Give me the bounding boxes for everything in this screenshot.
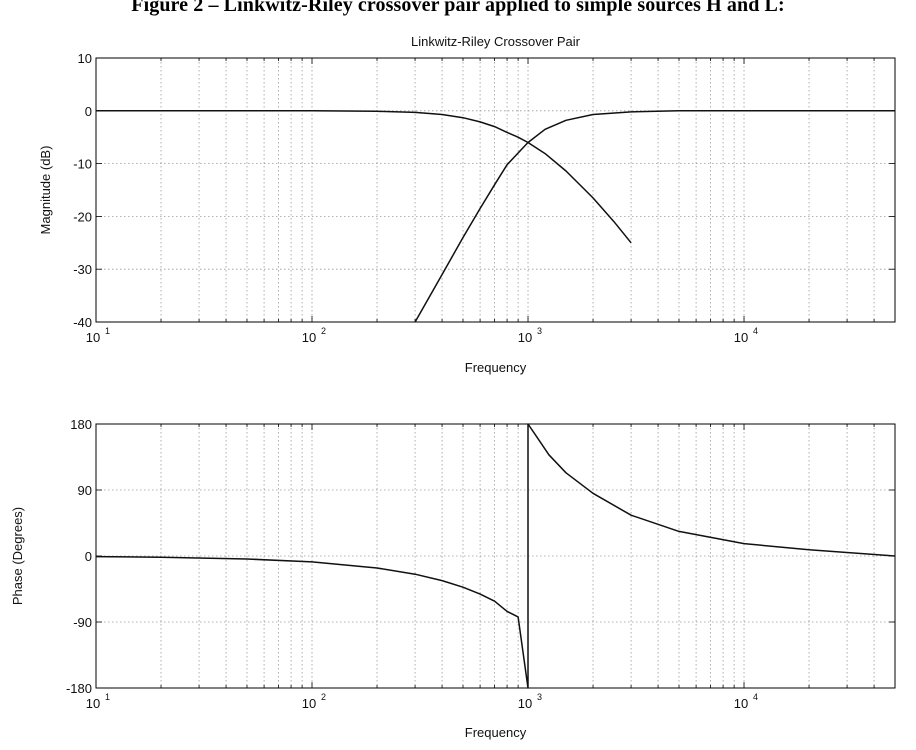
series-line-1: [96, 110, 632, 244]
x-axis-label: Frequency: [465, 725, 527, 740]
plot-title: Linkwitz-Riley Crossover Pair: [411, 34, 581, 49]
y-axis-label: Magnitude (dB): [38, 146, 53, 235]
x-tick-label: 10: [734, 696, 748, 711]
y-tick-label: -10: [73, 157, 92, 172]
y-tick-label: 0: [85, 104, 92, 119]
x-tick-exponent: 3: [537, 692, 542, 702]
x-axis-label: Frequency: [465, 360, 527, 375]
x-tick-exponent: 4: [753, 692, 758, 702]
plot-1: -40 -30 -20 -10 0 10 10 1 10 2 10 3 10 4 Linkwitz-Rile…: [38, 34, 896, 375]
y-tick-label: 90: [78, 483, 92, 498]
x-tick-label: 10: [518, 696, 532, 711]
figure-title: Figure 2 – Linkwitz-Riley crossover pair…: [131, 0, 785, 16]
x-tick-label: 10: [734, 330, 748, 345]
y-tick-label: 180: [70, 417, 92, 432]
x-tick-exponent: 1: [105, 692, 110, 702]
plot-frame: [95, 423, 896, 689]
plot-frame: [95, 57, 896, 323]
series-line-2: [414, 110, 895, 323]
x-tick-exponent: 2: [321, 326, 326, 336]
plot-2: -180 -90 0 90 180 10 1 10 2 10 3 10 4 Frequency Phase …: [10, 417, 896, 740]
x-tick-label: 10: [86, 330, 100, 345]
y-axis-label: Phase (Degrees): [10, 507, 25, 605]
x-tick-exponent: 4: [753, 326, 758, 336]
x-tick-label: 10: [518, 330, 532, 345]
y-tick-label: 10: [78, 51, 92, 66]
y-tick-label: -40: [73, 315, 92, 330]
x-tick-label: 10: [302, 330, 316, 345]
y-tick-label: -180: [66, 681, 92, 696]
x-tick-label: 10: [302, 696, 316, 711]
y-tick-label: -20: [73, 209, 92, 224]
series-line-1: [95, 423, 896, 689]
y-tick-label: -30: [73, 262, 92, 277]
x-tick-exponent: 2: [321, 692, 326, 702]
y-tick-label: 0: [85, 549, 92, 564]
y-tick-label: -90: [73, 615, 92, 630]
x-tick-exponent: 1: [105, 326, 110, 336]
x-tick-exponent: 3: [537, 326, 542, 336]
x-tick-label: 10: [86, 696, 100, 711]
